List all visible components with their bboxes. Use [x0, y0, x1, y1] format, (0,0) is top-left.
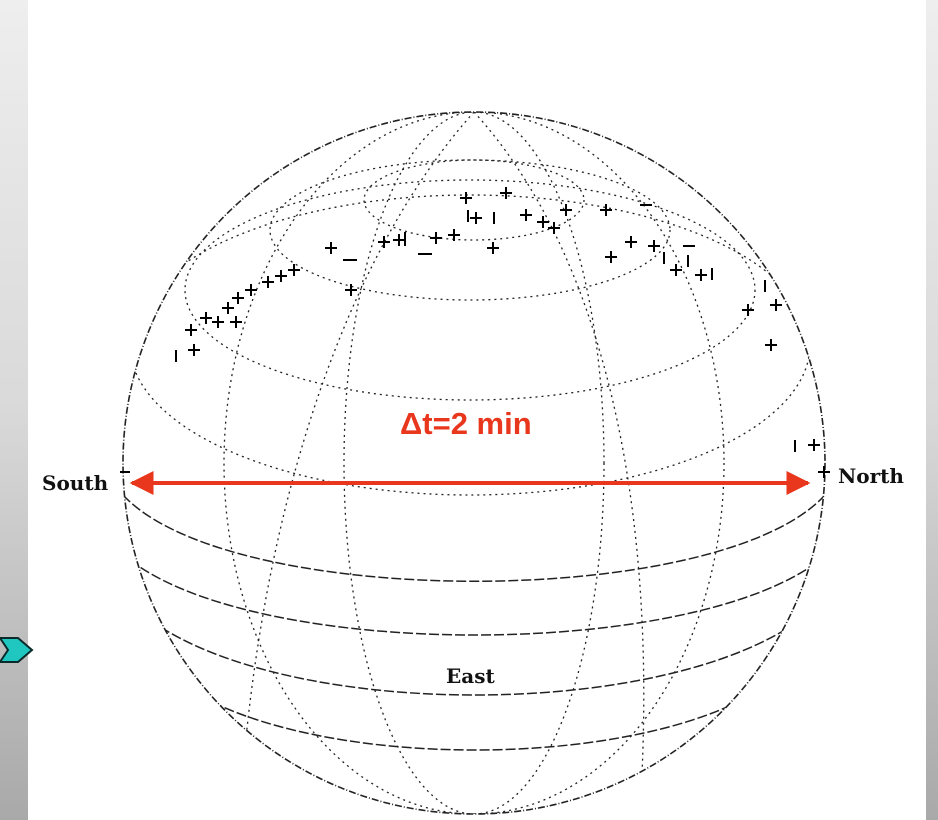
plus-marker — [670, 264, 682, 276]
plus-marker — [448, 229, 460, 241]
plus-marker — [548, 222, 560, 234]
plus-marker — [345, 284, 357, 296]
plus-marker — [648, 240, 660, 252]
plus-marker — [560, 204, 572, 216]
plus-marker — [393, 234, 405, 246]
plus-marker — [520, 209, 532, 221]
east-label: East — [446, 664, 495, 688]
plus-marker — [605, 251, 617, 263]
latitude-line — [123, 494, 825, 582]
plus-marker — [185, 324, 197, 336]
plus-marker — [232, 292, 244, 304]
latitude-line — [149, 619, 801, 696]
plus-marker — [188, 344, 200, 356]
meridian-line — [239, 112, 475, 811]
north-label: North — [838, 464, 904, 488]
plus-marker — [230, 316, 242, 328]
plus-marker — [695, 269, 707, 281]
plus-marker — [625, 236, 637, 248]
plus-marker — [600, 204, 612, 216]
latitude-line — [189, 689, 761, 751]
plus-marker — [200, 312, 212, 324]
plus-marker — [212, 316, 224, 328]
plus-marker — [325, 242, 337, 254]
plus-marker — [378, 236, 390, 248]
plus-marker — [742, 304, 754, 316]
plus-marker — [245, 284, 257, 296]
plus-marker — [500, 187, 512, 199]
latitude-line — [129, 194, 811, 496]
latitude-line — [269, 159, 671, 301]
duration-label: Δt=2 min — [400, 406, 532, 441]
latitude-line — [129, 559, 821, 636]
plus-marker — [262, 276, 274, 288]
event-markers — [120, 187, 830, 478]
plus-marker — [222, 302, 234, 314]
plus-marker — [808, 439, 820, 451]
south-label: South — [42, 471, 109, 495]
arrow-right-icon — [0, 637, 34, 663]
plus-marker — [430, 232, 442, 244]
slide-panel — [28, 0, 926, 820]
plus-marker — [487, 242, 499, 254]
plus-marker — [275, 270, 287, 282]
meridian-line — [223, 112, 725, 814]
latitude-line — [363, 159, 585, 241]
meridian-line — [473, 112, 645, 811]
plus-marker — [288, 264, 300, 276]
plus-marker — [818, 466, 830, 478]
plus-marker — [470, 212, 482, 224]
latitude-line — [184, 179, 756, 401]
plus-marker — [537, 216, 549, 228]
plus-marker — [460, 192, 472, 204]
meridian-line — [343, 112, 605, 814]
plus-marker — [765, 339, 777, 351]
plus-marker — [770, 299, 782, 311]
